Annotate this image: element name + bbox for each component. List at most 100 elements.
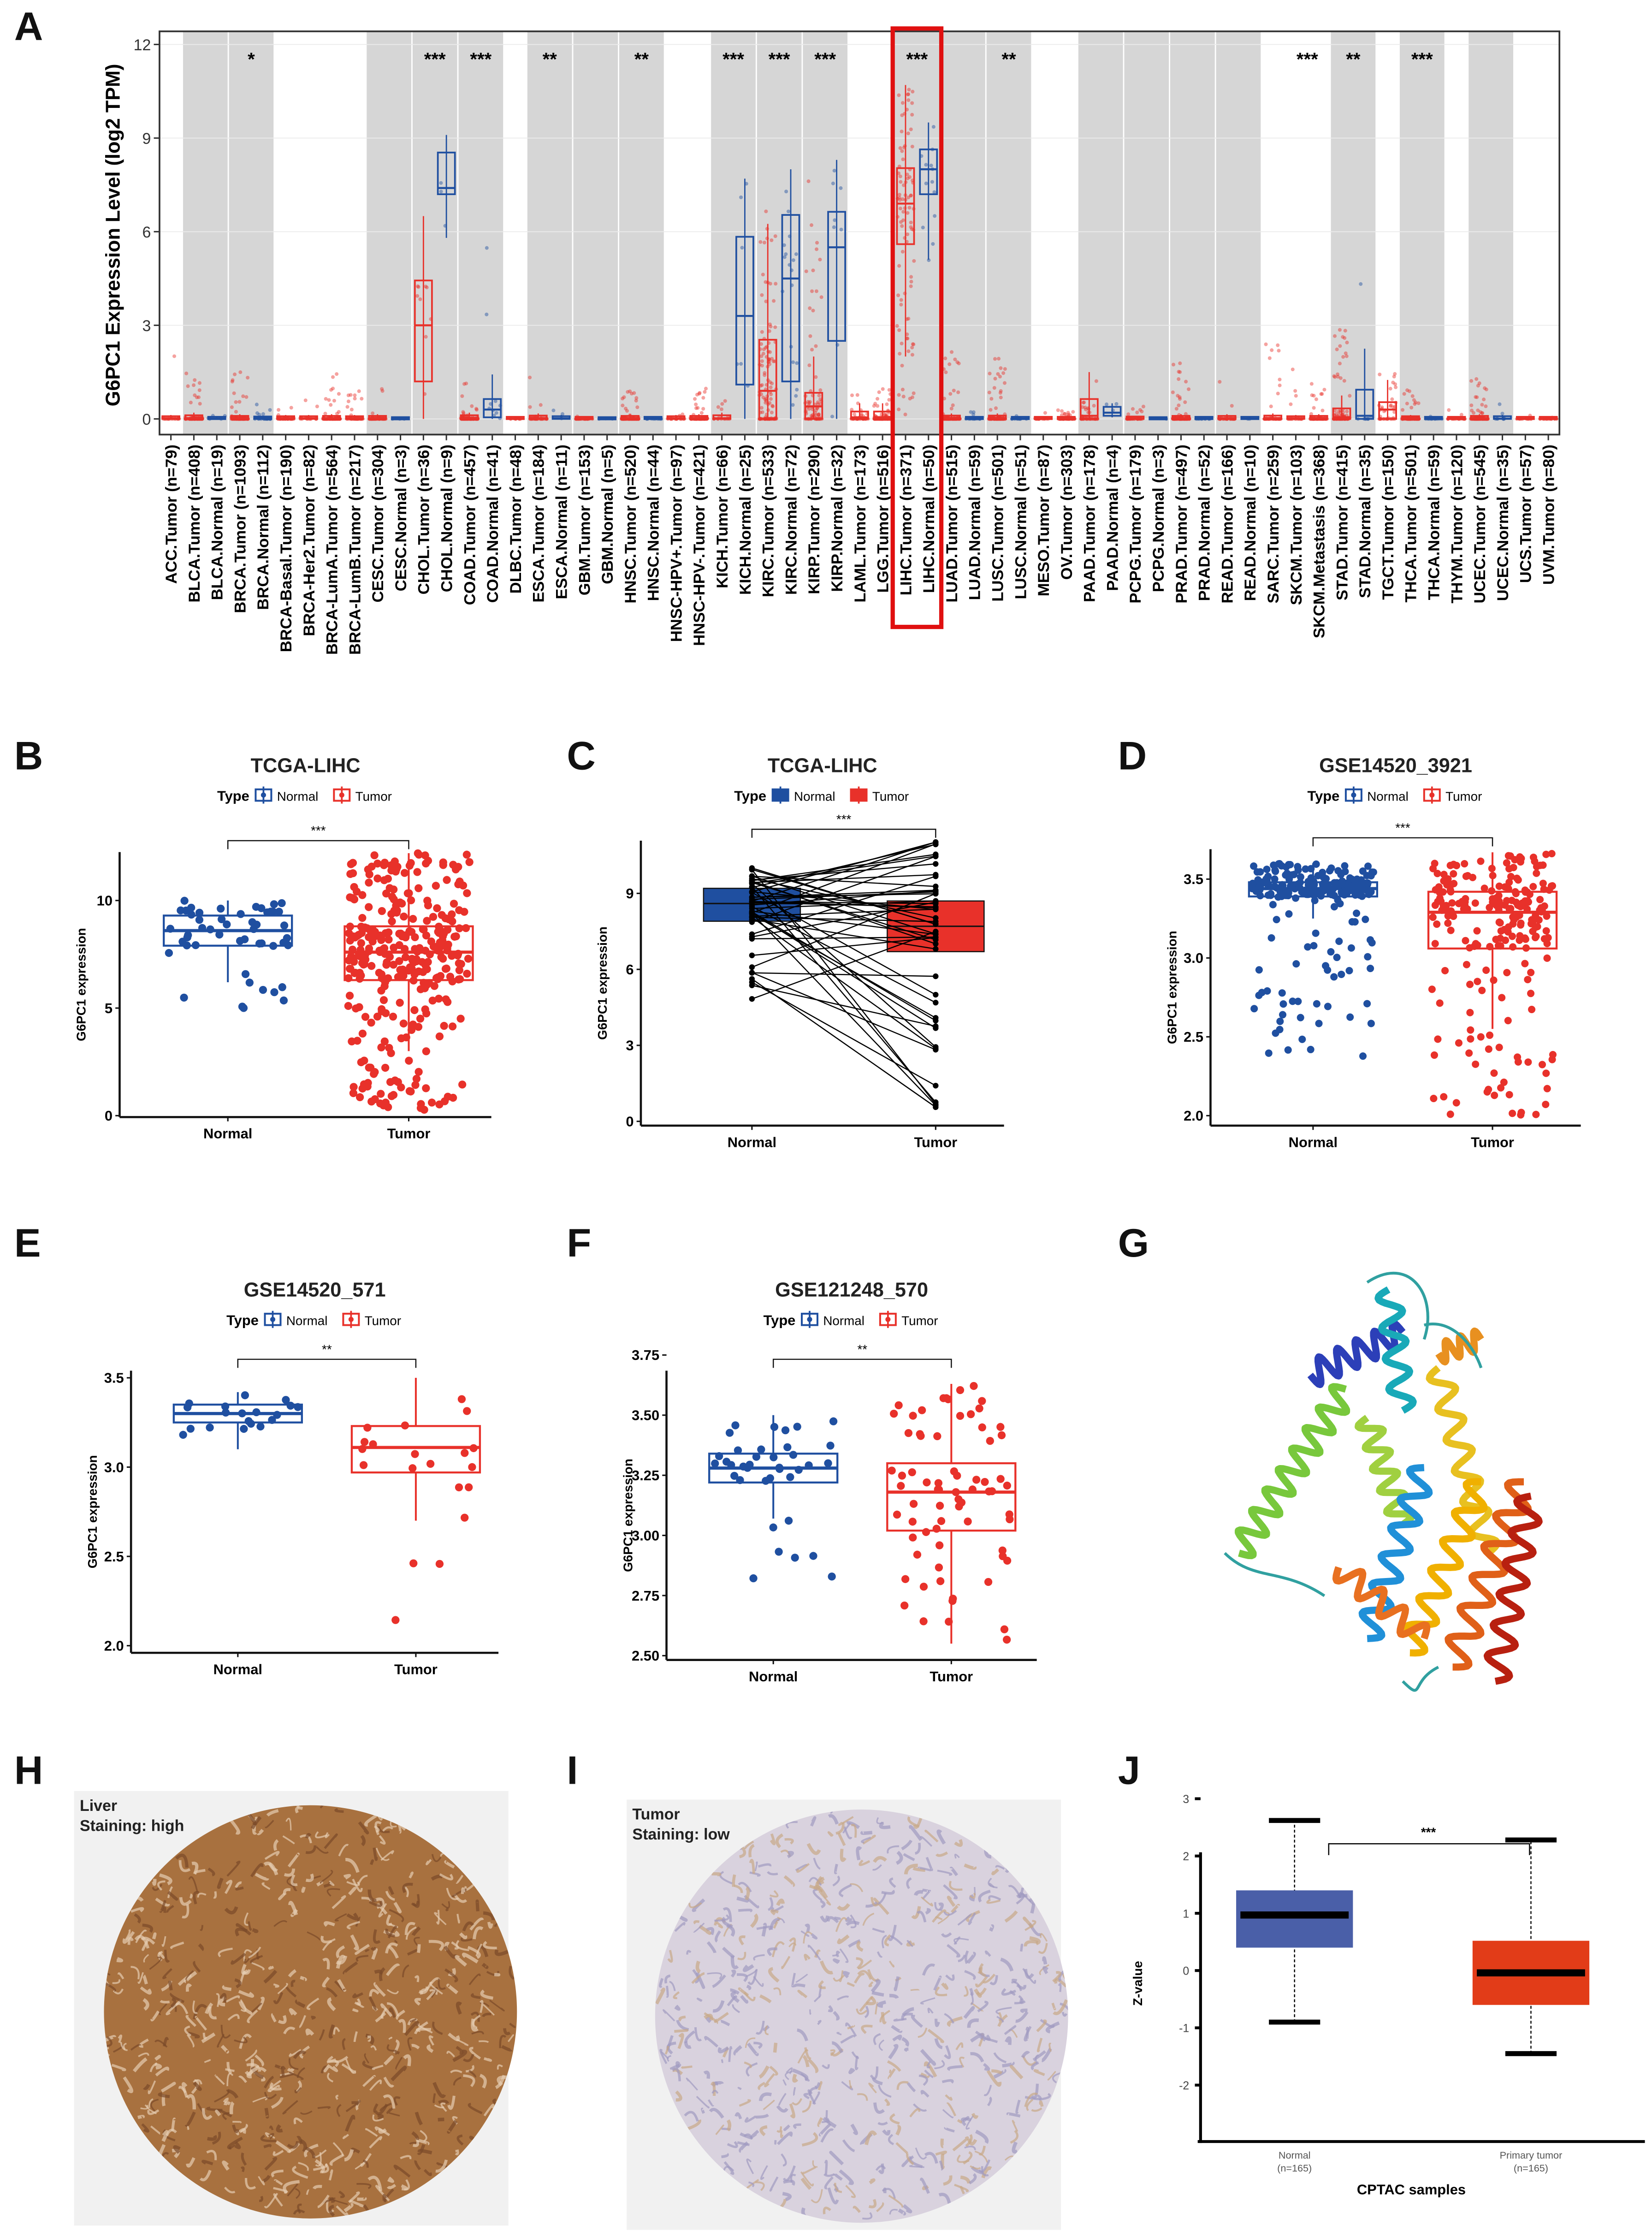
tissue-strand (283, 2027, 296, 2035)
box (483, 398, 502, 418)
data-point (415, 284, 420, 288)
tissue-strand (227, 2014, 240, 2021)
data-point (268, 1416, 276, 1424)
data-point (1498, 994, 1506, 1002)
data-point (769, 386, 773, 390)
data-point (933, 934, 939, 940)
tissue-strand (452, 2049, 468, 2062)
data-point (923, 1478, 931, 1487)
data-point (189, 400, 193, 404)
data-point (1322, 387, 1326, 392)
tissue-strand (355, 2159, 368, 2170)
data-point (1475, 395, 1479, 399)
data-point (413, 868, 421, 876)
data-point (1307, 1045, 1314, 1053)
data-point (956, 390, 960, 394)
data-point (1505, 1091, 1513, 1098)
data-point (793, 1423, 801, 1431)
data-point (1472, 1060, 1480, 1068)
tissue-strand (305, 2028, 314, 2036)
data-point (433, 904, 441, 913)
group-band-paad (1078, 31, 1123, 435)
y-axis-label: G6PC1 expression (1165, 931, 1179, 1044)
data-point (906, 317, 911, 321)
data-point (1543, 912, 1551, 920)
tissue-strand (134, 1935, 150, 1949)
tissue-strand (243, 1949, 252, 1962)
data-point (425, 285, 429, 290)
data-point (378, 907, 386, 915)
data-point (906, 92, 910, 96)
data-point (1477, 857, 1485, 865)
data-point (345, 929, 353, 938)
data-point (953, 1472, 961, 1480)
tissue-strand (418, 1986, 429, 1994)
tissue-strand (232, 2124, 239, 2133)
data-point (815, 241, 819, 245)
data-point (380, 861, 388, 869)
tissue-strand (175, 2002, 189, 2015)
data-point (769, 392, 773, 397)
x-tick-label: CESC.Normal (n=3) (392, 445, 410, 591)
data-point (909, 1412, 917, 1420)
tissue-strand (167, 1886, 173, 1899)
tissue-strand (426, 2044, 434, 2053)
data-point (949, 406, 953, 411)
legend-label-tumor: Tumor (872, 789, 909, 803)
data-point (357, 939, 365, 947)
data-point (474, 408, 479, 412)
tissue-strand (412, 1894, 420, 1908)
group-band-gbm (573, 31, 618, 435)
data-point (346, 399, 350, 403)
data-point (873, 402, 877, 406)
group-band-read (1216, 31, 1261, 435)
data-point (1392, 374, 1396, 379)
data-point (457, 1395, 466, 1403)
x-tick-label: LUSC.Tumor (n=501) (989, 445, 1007, 602)
data-point (1514, 876, 1522, 884)
data-point (359, 1461, 368, 1469)
pair-line (752, 880, 936, 944)
significance-label: * (248, 49, 255, 70)
data-point (910, 353, 914, 357)
data-point (405, 889, 413, 897)
tissue-strand (348, 1887, 356, 1896)
tissue-strand (160, 2000, 170, 2004)
significance-bracket (237, 1359, 417, 1368)
data-point (1335, 347, 1339, 351)
data-point (771, 404, 775, 409)
tissue-strand (223, 2097, 229, 2103)
data-point (234, 409, 238, 414)
x-tick-label: BRCA-LumB.Tumor (n=217) (346, 445, 364, 655)
data-point (910, 345, 914, 350)
tissue-strand (326, 2064, 338, 2072)
significance-label: *** (722, 49, 744, 70)
tissue-strand (206, 2150, 217, 2160)
x-tick-label: Normal (749, 1668, 798, 1685)
tissue-strand (414, 2112, 423, 2125)
data-point (998, 1546, 1007, 1555)
data-point (197, 381, 201, 385)
tissue-strand (223, 2101, 231, 2106)
data-point (839, 227, 843, 231)
data-point (196, 395, 201, 399)
data-point (1302, 865, 1309, 873)
x-tick-label: BRCA-Her2.Tumor (n=82) (301, 445, 318, 636)
data-point (1081, 401, 1085, 405)
x-tick-label: SKCM.Metastasis (n=368) (1311, 445, 1328, 638)
data-point (933, 991, 939, 998)
data-point (365, 903, 373, 911)
data-point (994, 406, 998, 410)
tissue-strand (355, 1944, 370, 1955)
data-point (907, 88, 911, 92)
data-point (439, 861, 447, 869)
data-point (1312, 406, 1316, 410)
data-point (989, 408, 993, 412)
x-tick-label: COAD.Tumor (n=457) (461, 445, 479, 605)
tissue-strand (238, 2000, 253, 2015)
pair-line (752, 937, 936, 956)
data-point (1178, 361, 1182, 365)
data-point (898, 174, 902, 178)
data-point (934, 1485, 942, 1494)
data-point (894, 1401, 903, 1409)
